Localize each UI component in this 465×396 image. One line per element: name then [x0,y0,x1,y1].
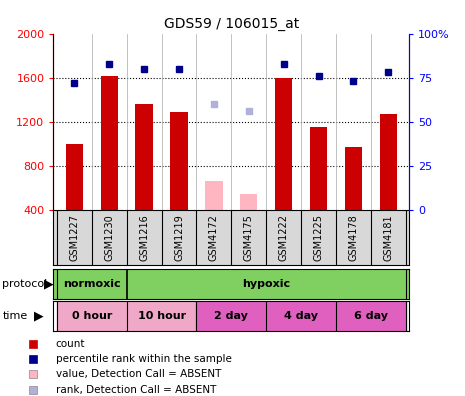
Text: 2 day: 2 day [214,311,248,321]
Text: GSM1230: GSM1230 [104,214,114,261]
Text: normoxic: normoxic [63,279,120,289]
Bar [57,301,126,331]
Bar [170,112,188,210]
Bar [126,269,405,299]
Text: GSM4175: GSM4175 [244,214,254,261]
Text: GSM1219: GSM1219 [174,214,184,261]
Text: value, Detection Call = ABSENT: value, Detection Call = ABSENT [56,369,221,379]
Text: protocol: protocol [2,279,47,289]
Text: GSM1227: GSM1227 [69,214,80,261]
Text: count: count [56,339,85,349]
Text: 0 hour: 0 hour [72,311,112,321]
Text: hypoxic: hypoxic [242,279,290,289]
Bar [135,104,153,210]
Bar [205,181,223,210]
Text: percentile rank within the sample: percentile rank within the sample [56,354,232,364]
Text: 10 hour: 10 hour [138,311,186,321]
Bar [126,301,196,331]
Text: 6 day: 6 day [354,311,388,321]
Bar [66,144,83,210]
Text: GSM4172: GSM4172 [209,214,219,261]
Text: ▶: ▶ [44,278,54,290]
Bar [196,301,266,331]
Bar [275,78,292,210]
Text: time: time [2,310,27,321]
Bar [379,114,397,210]
Text: GSM1222: GSM1222 [279,214,289,261]
Bar [336,301,405,331]
Bar [345,147,362,210]
Text: GSM4181: GSM4181 [383,214,393,261]
Text: GSM4178: GSM4178 [348,214,359,261]
Bar [310,127,327,210]
Bar [57,269,126,299]
Text: ▶: ▶ [33,309,43,322]
Bar [266,301,336,331]
Text: 4 day: 4 day [284,311,318,321]
Bar [240,194,258,210]
Title: GDS59 / 106015_at: GDS59 / 106015_at [164,17,299,31]
Bar [100,76,118,210]
Text: GSM1225: GSM1225 [313,214,324,261]
Text: GSM1216: GSM1216 [139,214,149,261]
Text: rank, Detection Call = ABSENT: rank, Detection Call = ABSENT [56,385,216,395]
